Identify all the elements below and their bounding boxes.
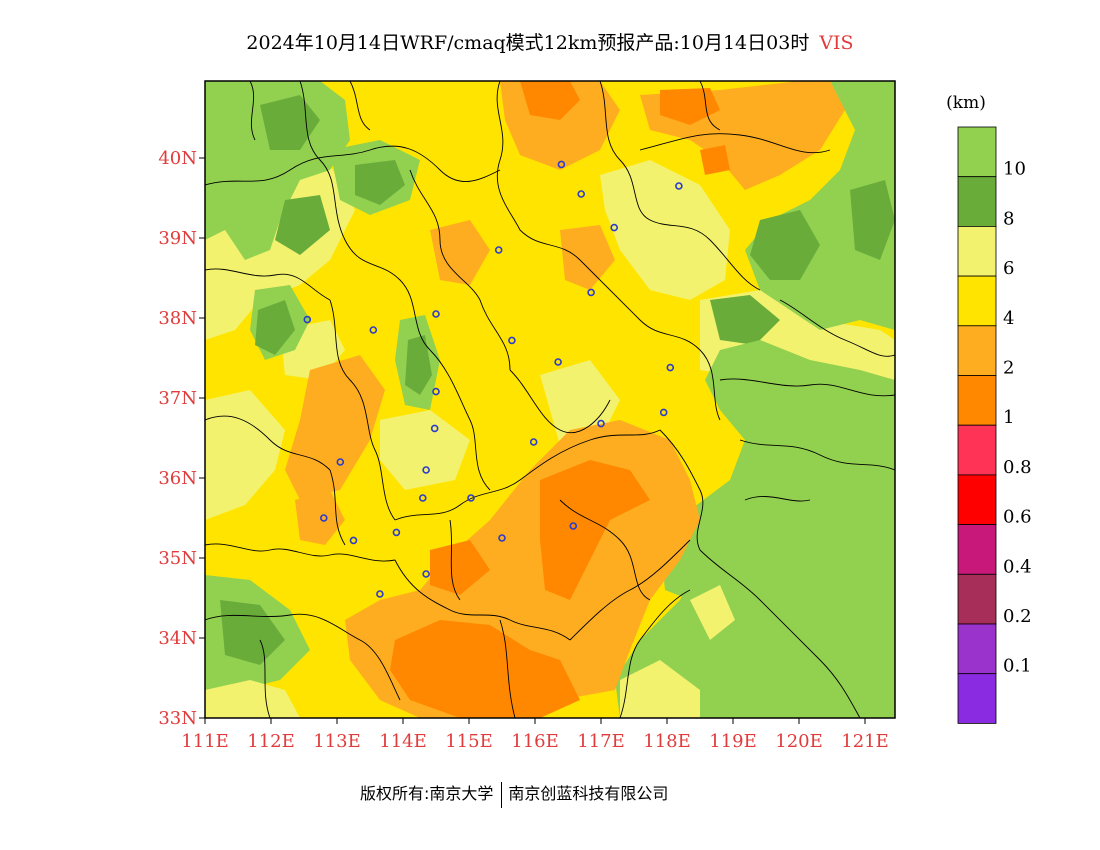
colorbar-label: 0.1 bbox=[1003, 656, 1032, 677]
colorbar-swatch bbox=[957, 623, 997, 675]
colorbar-label: 0.2 bbox=[1003, 606, 1032, 627]
lon-tick-label: 115E bbox=[445, 731, 493, 752]
lat-tick-label: 34N bbox=[158, 628, 197, 649]
city-marker bbox=[494, 246, 503, 254]
city-marker bbox=[659, 408, 668, 417]
city-marker bbox=[392, 528, 401, 537]
city-marker bbox=[418, 494, 427, 502]
lon-tick-label: 117E bbox=[577, 731, 625, 752]
city-marker bbox=[369, 326, 378, 334]
copyright-text: 版权所有:南京大学 bbox=[360, 784, 494, 803]
colorbar-unit: (km) bbox=[946, 93, 986, 113]
colorbar-swatch bbox=[957, 126, 997, 178]
city-marker bbox=[610, 223, 619, 232]
colorbar-label: 0.6 bbox=[1003, 507, 1032, 528]
city-marker bbox=[336, 458, 345, 466]
city-marker bbox=[349, 536, 358, 545]
city-stations bbox=[303, 160, 683, 598]
city-marker bbox=[432, 387, 440, 396]
city-marker bbox=[432, 310, 440, 318]
lat-tick-label: 35N bbox=[158, 548, 197, 569]
colorbar-label: 4 bbox=[1003, 308, 1014, 329]
visibility-colorbar: 10 8 6 4 2 1 0.8 0.6 0.4 0.2 0.1 bbox=[957, 126, 1032, 724]
colorbar-swatch bbox=[957, 225, 997, 277]
admin-boundaries bbox=[205, 81, 895, 718]
lon-tick-label: 114E bbox=[379, 731, 427, 752]
city-marker bbox=[376, 590, 384, 598]
city-marker bbox=[422, 466, 430, 474]
lon-tick-label: 121E bbox=[841, 731, 889, 752]
lon-tick-label: 120E bbox=[775, 731, 823, 752]
title-text: 2024年10月14日WRF/cmaq模式12km预报产品:10月14日03时 bbox=[246, 32, 810, 54]
visibility-field bbox=[205, 81, 895, 718]
lat-tick-label: 39N bbox=[158, 228, 197, 249]
colorbar-swatch bbox=[957, 176, 997, 227]
city-marker bbox=[554, 358, 562, 366]
colorbar-swatch bbox=[957, 573, 997, 625]
city-marker bbox=[430, 424, 439, 433]
colorbar-swatch bbox=[957, 524, 997, 575]
lon-tick-label: 112E bbox=[247, 731, 295, 752]
lon-tick-label: 116E bbox=[511, 731, 559, 752]
lon-tick-label: 119E bbox=[709, 731, 757, 752]
colorbar-label: 2 bbox=[1003, 358, 1014, 379]
city-marker bbox=[303, 315, 312, 324]
longitude-axis: 111E 112E 113E 114E 115E 116E 117E 118E 119E 120E… bbox=[181, 718, 889, 752]
colorbar-swatch bbox=[957, 673, 997, 724]
colorbar-swatch bbox=[957, 275, 997, 327]
city-marker bbox=[577, 190, 586, 198]
lat-tick-label: 37N bbox=[158, 388, 197, 409]
lat-tick-label: 40N bbox=[158, 148, 197, 169]
map-title: 2024年10月14日WRF/cmaq模式12km预报产品:10月14日03时 V… bbox=[0, 28, 1100, 55]
city-marker bbox=[587, 288, 595, 297]
city-marker bbox=[569, 522, 578, 530]
city-marker bbox=[675, 182, 683, 190]
latitude-axis: 33N 34N 35N 36N 37N 38N 39N 40N bbox=[158, 148, 205, 729]
city-marker bbox=[319, 514, 328, 522]
lat-tick-label: 38N bbox=[158, 308, 197, 329]
colorbar-swatch bbox=[957, 474, 997, 525]
city-marker bbox=[422, 570, 430, 578]
variable-label: VIS bbox=[819, 32, 854, 54]
colorbar-swatch bbox=[957, 424, 997, 476]
colorbar-label: 1 bbox=[1003, 407, 1014, 428]
lat-tick-label: 36N bbox=[158, 468, 197, 489]
colorbar-label: 0.4 bbox=[1003, 556, 1032, 577]
footer: 版权所有:南京大学 南京创蓝科技有限公司 bbox=[360, 780, 668, 808]
lon-tick-label: 113E bbox=[313, 731, 361, 752]
city-marker bbox=[498, 534, 506, 542]
city-marker bbox=[666, 363, 675, 372]
city-marker bbox=[508, 336, 516, 345]
company-name: 南京创蓝科技有限公司 bbox=[508, 784, 669, 803]
lat-tick-label: 33N bbox=[158, 708, 197, 729]
colorbar-label: 8 bbox=[1003, 208, 1014, 229]
colorbar-label: 0.8 bbox=[1003, 457, 1032, 478]
colorbar-label: 10 bbox=[1003, 159, 1026, 180]
colorbar-swatch bbox=[957, 375, 997, 426]
lon-tick-label: 111E bbox=[181, 731, 229, 752]
lon-tick-label: 118E bbox=[643, 731, 691, 752]
map-frame bbox=[204, 80, 896, 719]
footer-separator bbox=[501, 781, 503, 808]
city-marker bbox=[597, 419, 605, 428]
colorbar-label: 6 bbox=[1003, 258, 1014, 279]
city-marker bbox=[467, 494, 475, 502]
colorbar-swatch bbox=[957, 325, 997, 376]
city-marker bbox=[529, 438, 538, 446]
city-marker bbox=[557, 160, 566, 169]
